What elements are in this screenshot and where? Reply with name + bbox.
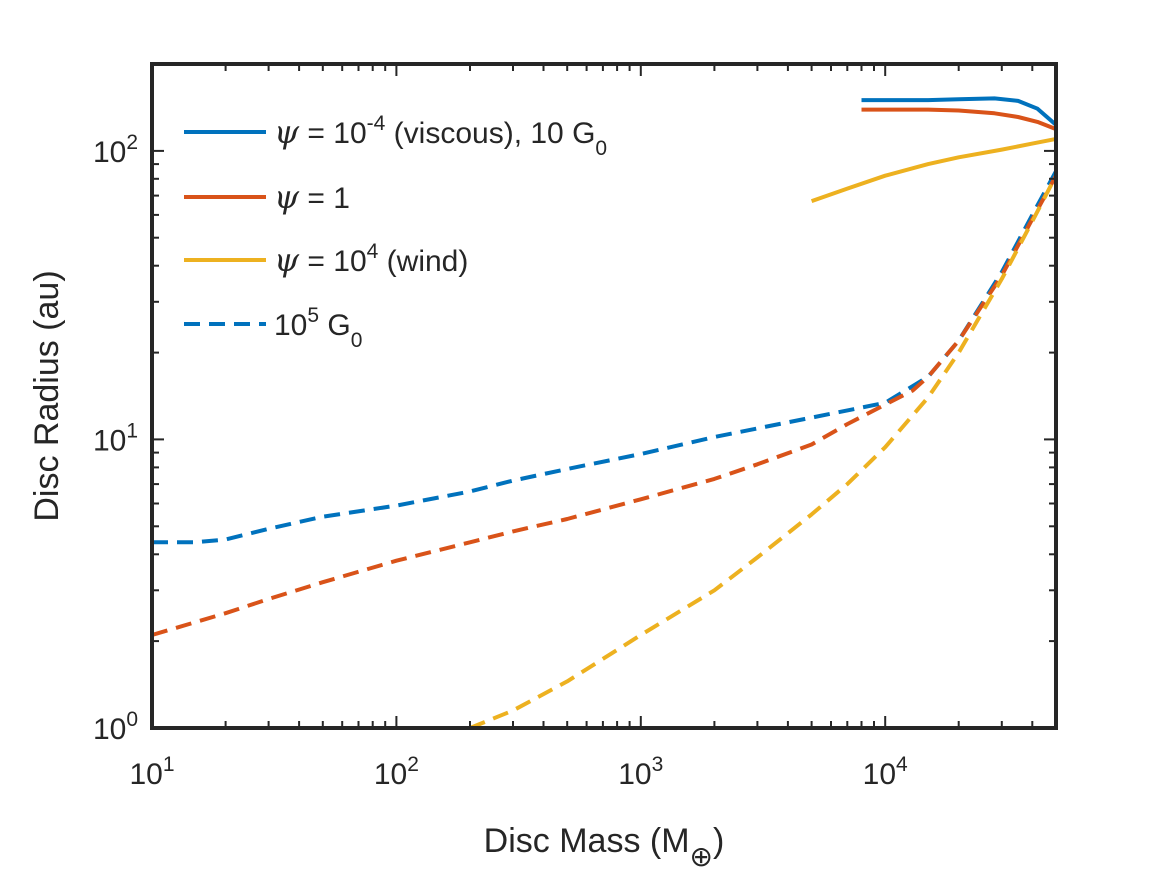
x-tick-label: 103 [618,753,663,791]
x-tick-label: 102 [374,753,419,791]
x-axis-label: Disc Mass (M⊕) [484,822,725,872]
series-line-3 [810,136,1057,203]
y-tick-label: 101 [93,419,138,457]
series-line-5 [151,174,1058,637]
y-tick-label: 100 [93,708,138,746]
tick-layer [151,63,1057,729]
legend-label-3: ψ = 104 (wind) [274,240,468,279]
series-line-6 [469,174,1058,730]
plot-frame [150,62,1058,730]
x-tick-label: 104 [863,753,908,791]
tick-label-layer: 101 102 103 104 100 101 102 [93,131,908,791]
legend: ψ = 10-4 (viscous), 10 G0 ψ = 1 ψ = 104 (w… [184,112,607,352]
legend-label-4: 105 G0 [274,304,362,352]
y-axis-label: Disc Radius (au) [28,270,66,521]
series-line-1 [861,96,1058,127]
legend-label-2: ψ = 1 [274,178,350,216]
series-line-2 [861,107,1057,131]
x-tick-label: 101 [129,753,174,791]
y-tick-label: 102 [93,131,138,169]
legend-label-1: ψ = 10-4 (viscous), 10 G0 [274,112,607,160]
series-layer [151,96,1058,730]
